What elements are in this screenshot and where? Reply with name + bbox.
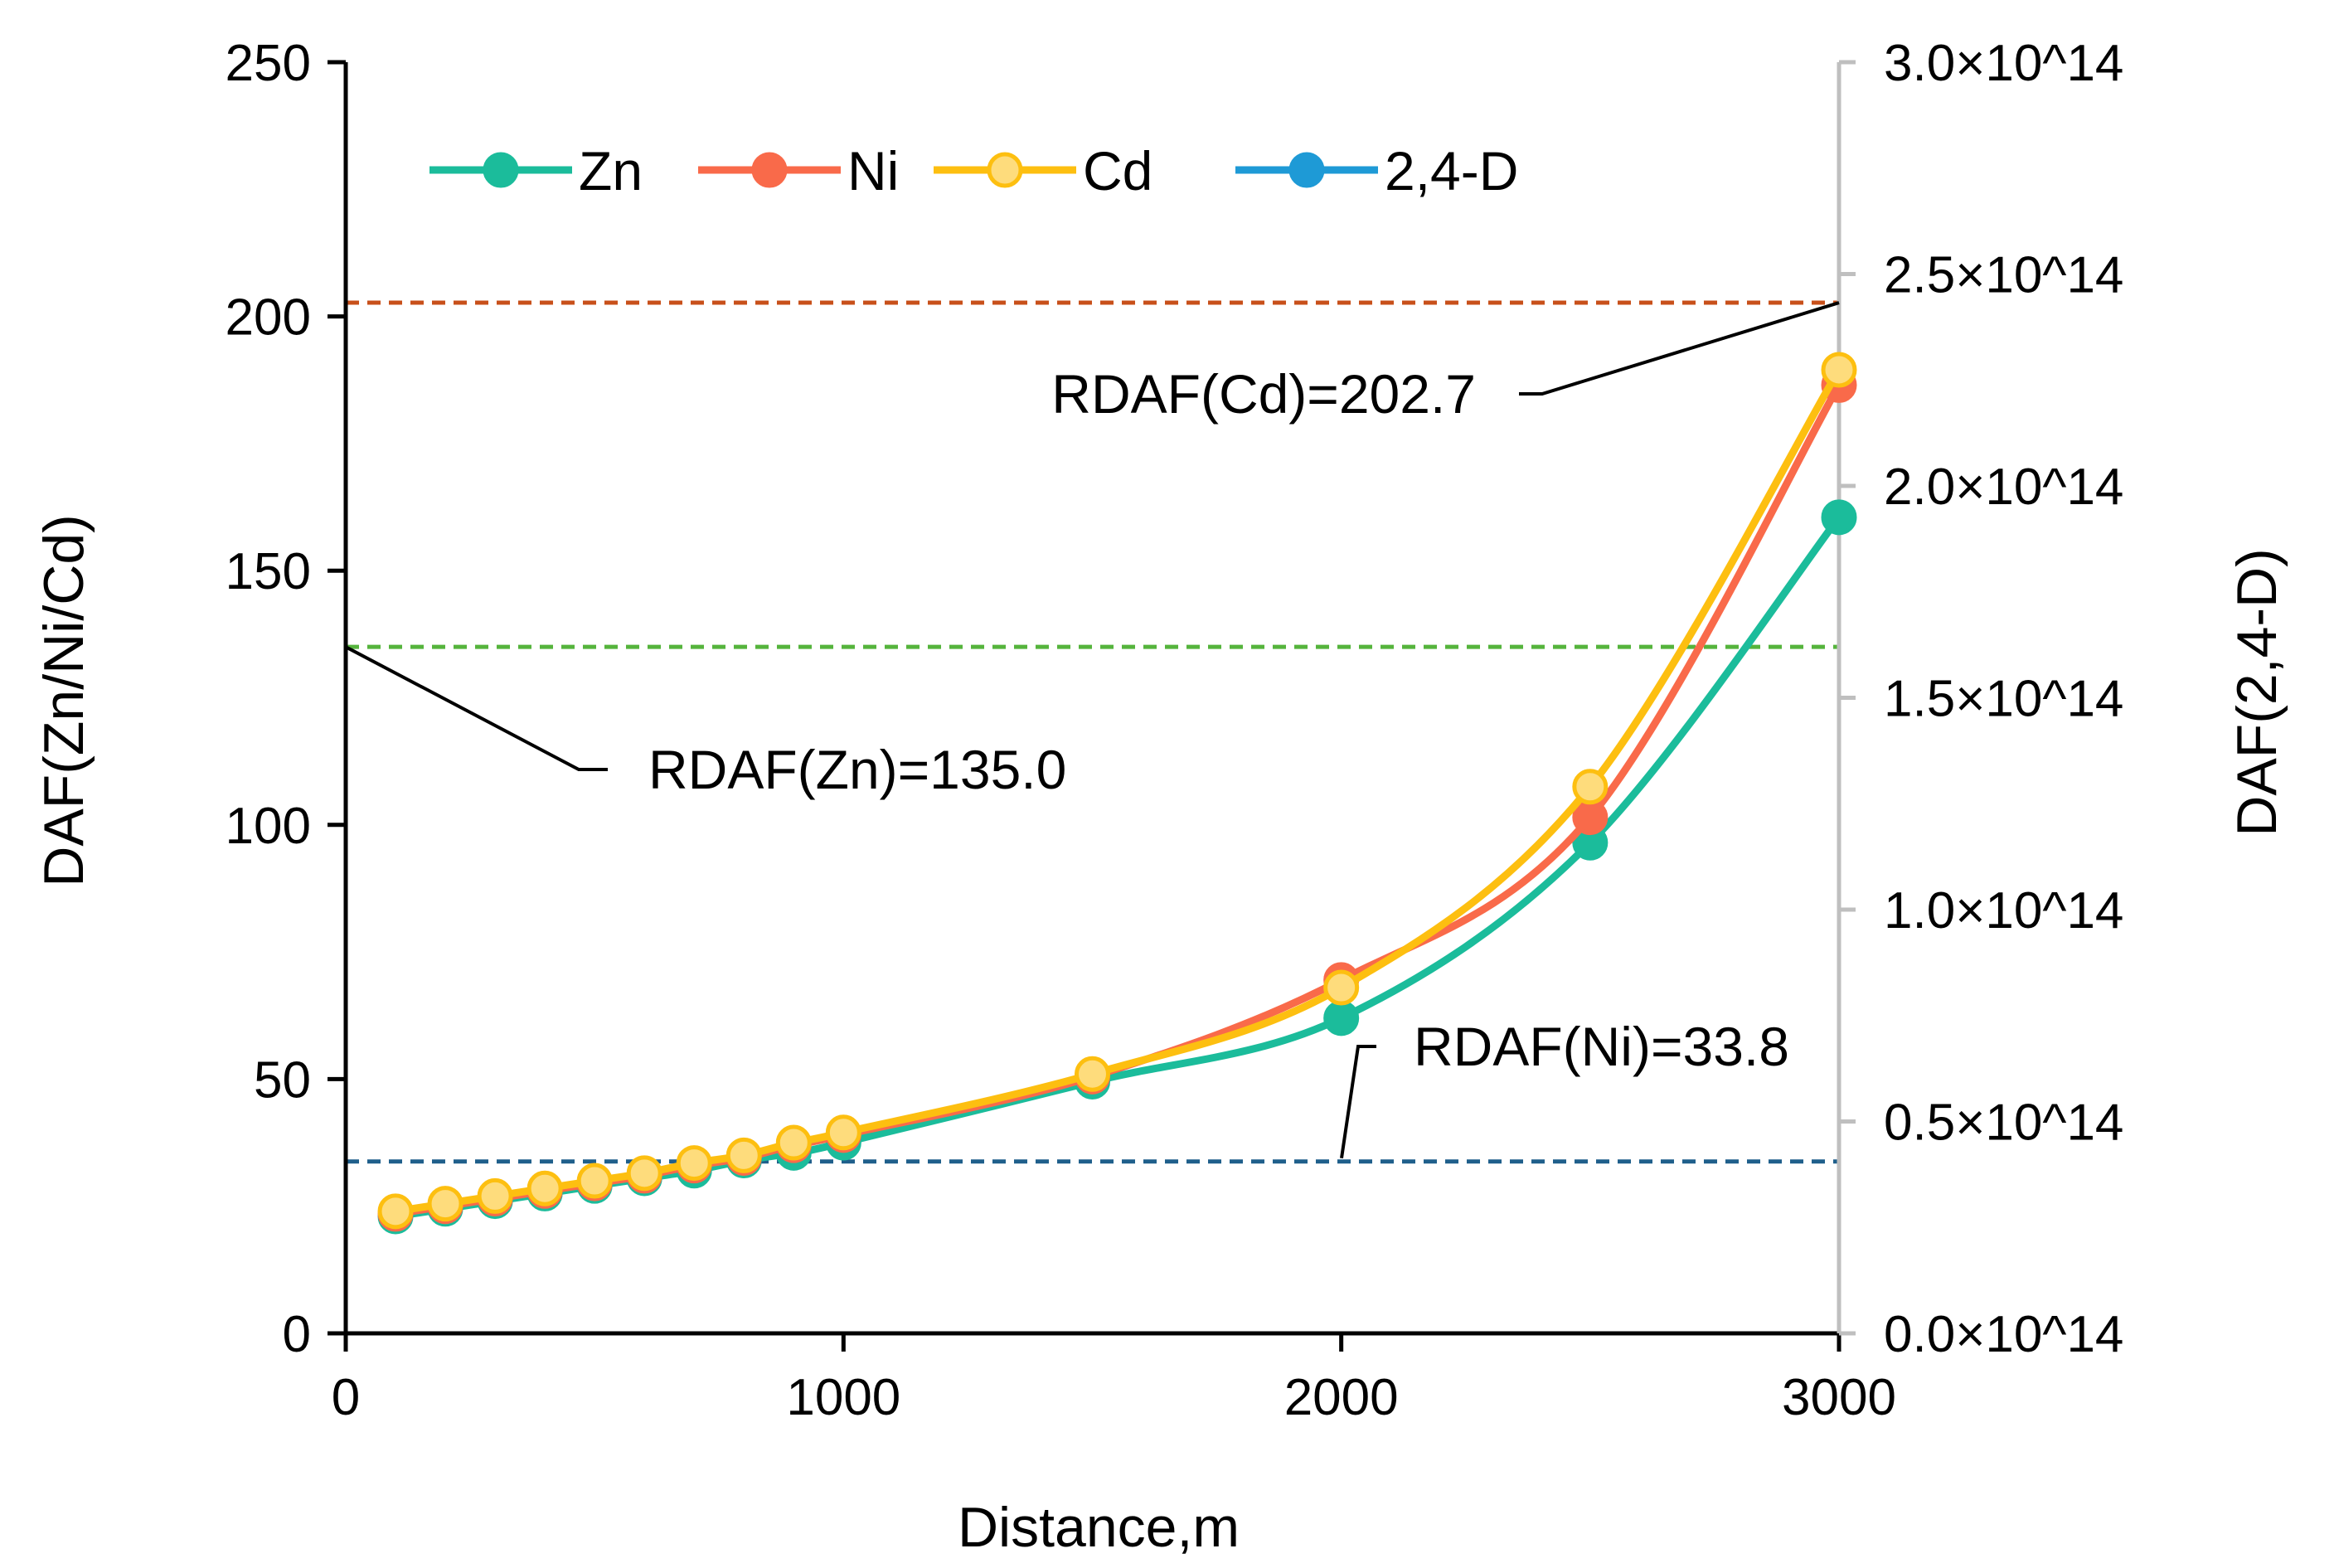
legend-label: 2,4-D [1385, 140, 1518, 201]
data-point-cd [725, 1137, 762, 1173]
annotation-leader-zn [345, 645, 608, 771]
data-point-cd [1821, 352, 1857, 388]
data-point-cd [427, 1186, 463, 1222]
x-tick-label: 2000 [1284, 1369, 1399, 1426]
series-layer [377, 352, 1857, 1235]
y2-tick-label: 3.0×10^14 [1884, 35, 2123, 92]
y-tick-label: 0 [283, 1306, 311, 1363]
series-cd [377, 352, 1857, 1230]
legend-label: Cd [1083, 140, 1152, 201]
x-tick-label: 3000 [1782, 1369, 1896, 1426]
legend-swatch-marker [483, 152, 519, 188]
y2-tick-label: 2.0×10^14 [1884, 459, 2123, 516]
x-axis-title: Distance,m [958, 1496, 1240, 1559]
annotations: RDAF(Cd)=202.7 RDAF(Zn)=135.0 RDAF(Ni)=33.… [345, 301, 1840, 1159]
legend-swatch-marker [987, 152, 1023, 188]
data-point-cd [626, 1155, 662, 1192]
y-tick-label: 50 [254, 1051, 311, 1109]
reference-lines [346, 300, 1839, 1164]
y2-tick-label: 0.0×10^14 [1884, 1306, 2123, 1363]
annotation-leader-cd [1519, 301, 1840, 396]
data-point-cd [676, 1145, 712, 1182]
y-tick-label: 250 [226, 35, 311, 92]
data-point-cd [576, 1163, 613, 1199]
axes: 0 50 100 150 200 250 0 1000 2000 3000 0.0×10^14 0.5… [226, 35, 2124, 1426]
annotation-leader-ni [1340, 1045, 1376, 1159]
y2-tick-label: 2.5×10^14 [1884, 247, 2123, 304]
legend-swatch-marker [751, 152, 788, 188]
data-point-cd [526, 1170, 563, 1206]
legend-label: Zn [579, 140, 643, 201]
x-tick-label: 0 [332, 1369, 360, 1426]
y-tick-label: 150 [226, 543, 311, 600]
data-point-cd [477, 1177, 513, 1214]
legend: Zn Ni Cd 2,4-D [429, 140, 1518, 201]
data-point-cd [1075, 1056, 1110, 1092]
y-tick-label: 100 [226, 798, 311, 855]
data-point-zn [1323, 1000, 1360, 1036]
data-point-cd [1323, 969, 1360, 1006]
annotation-label-zn: RDAF(Zn)=135.0 [648, 739, 1066, 800]
data-point-cd [1572, 769, 1609, 805]
legend-item-cd: Cd [934, 140, 1152, 201]
data-point-cd [377, 1193, 414, 1230]
legend-label: Ni [847, 140, 899, 201]
annotation-label-ni: RDAF(Ni)=33.8 [1414, 1016, 1789, 1077]
legend-item-ni: Ni [698, 140, 899, 201]
legend-item-2,4-d: 2,4-D [1235, 140, 1518, 201]
data-point-cd [775, 1124, 812, 1161]
y2-tick-label: 0.5×10^14 [1884, 1095, 2123, 1152]
data-point-zn [1821, 499, 1857, 536]
y2-tick-label: 1.5×10^14 [1884, 671, 2123, 728]
y2-axis-title: DAF(2,4-D) [2225, 548, 2288, 837]
x-tick-label: 1000 [786, 1369, 900, 1426]
data-point-cd [825, 1114, 861, 1151]
annotation-label-cd: RDAF(Cd)=202.7 [1051, 363, 1476, 425]
y-axis-title: DAF(Zn/Ni/Cd) [32, 514, 95, 887]
legend-item-zn: Zn [429, 140, 643, 201]
data-point-ni [1572, 799, 1609, 836]
legend-swatch-marker [1288, 152, 1325, 188]
y-tick-label: 200 [226, 289, 311, 347]
y2-tick-label: 1.0×10^14 [1884, 882, 2123, 939]
